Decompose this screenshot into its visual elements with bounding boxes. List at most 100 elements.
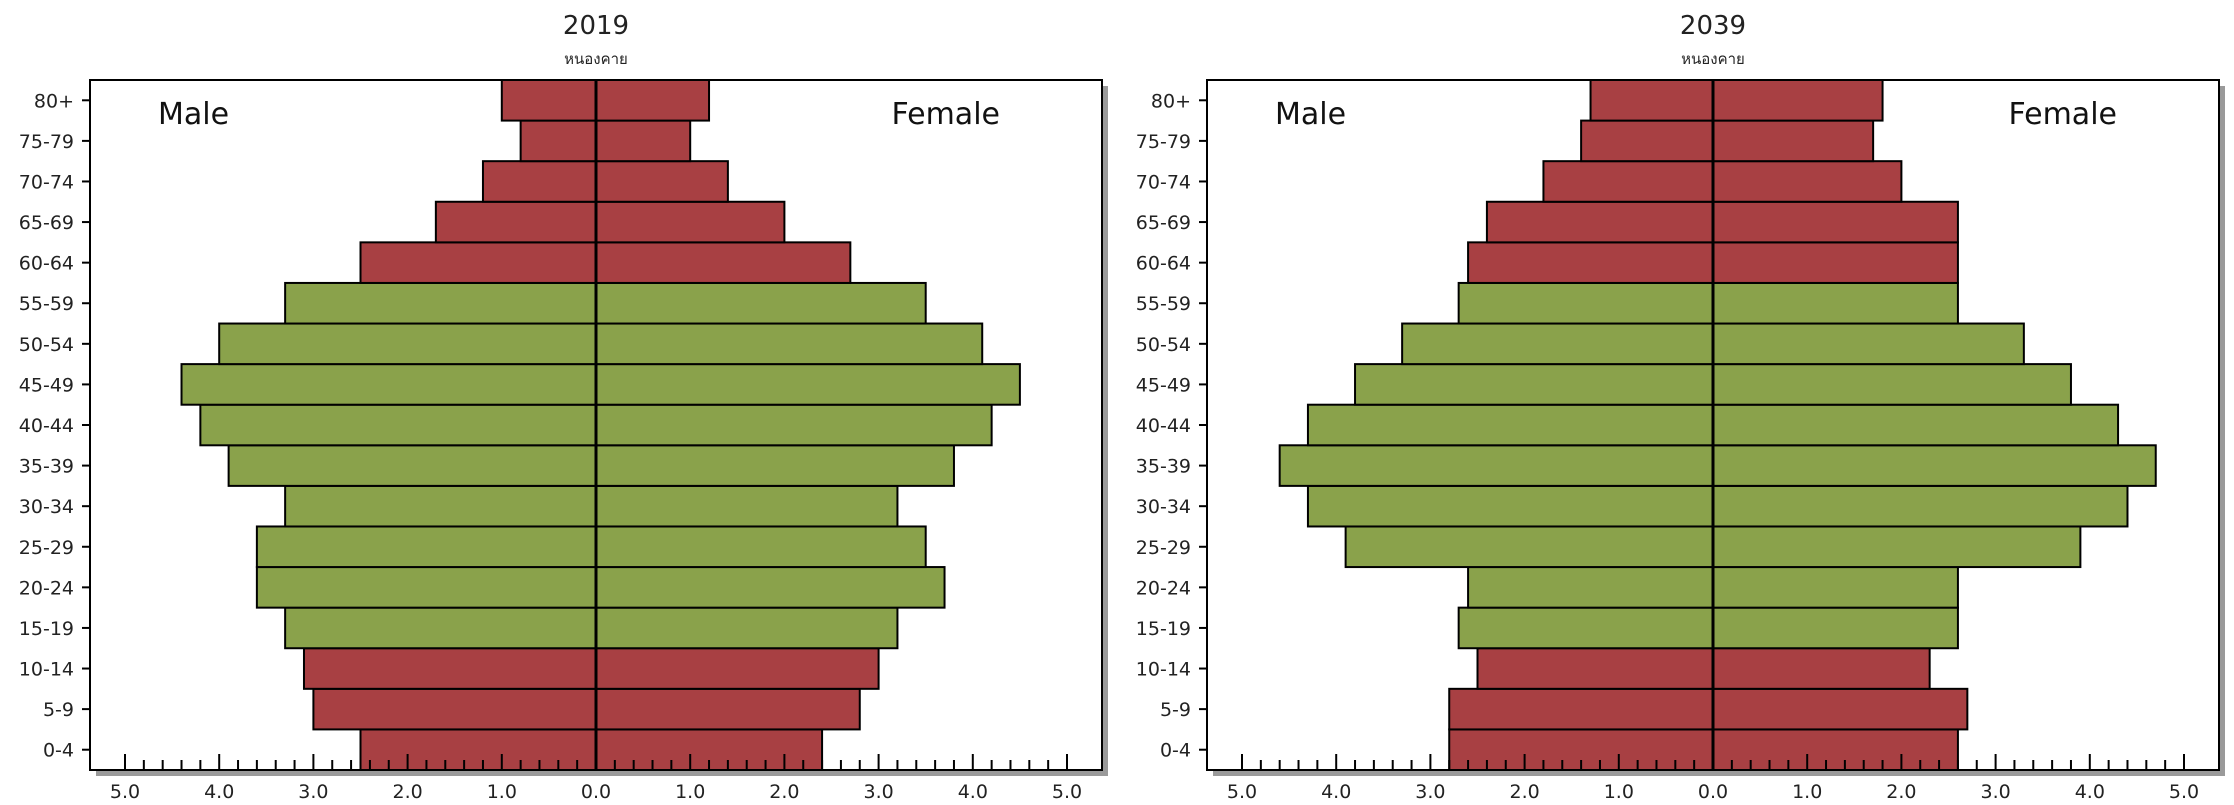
x-tick-label: 2.0 <box>1509 781 1539 803</box>
male-label: Male <box>1275 97 1346 132</box>
bar-male-65-69 <box>1485 200 1715 244</box>
y-tick-label: 80+ <box>1151 90 1191 112</box>
y-tick-label: 40-44 <box>19 415 74 437</box>
bar-female-40-44 <box>595 403 993 447</box>
y-tick-label: 10-14 <box>1136 659 1191 681</box>
x-tick-label: 1.0 <box>675 781 705 803</box>
chart-subtitle: หนองคาย <box>1681 50 1745 68</box>
y-tick-label: 30-34 <box>1136 496 1191 518</box>
bar-male-60-64 <box>1467 241 1714 284</box>
bar-female-55-59 <box>1712 281 1959 325</box>
bar-male-40-44 <box>199 403 598 447</box>
bar-male-15-19 <box>284 606 597 650</box>
y-tick-label: 55-59 <box>1136 293 1191 315</box>
bar-female-25-29 <box>595 525 927 569</box>
bar-female-50-54 <box>595 322 984 366</box>
chart-title: 2019 <box>563 11 629 41</box>
y-tick-label: 35-39 <box>1136 456 1191 478</box>
bar-female-5-9 <box>1712 687 1969 731</box>
x-tick-label: 0.0 <box>1698 781 1728 803</box>
x-tick-label: 2.0 <box>392 781 422 803</box>
bar-male-70-74 <box>481 160 597 203</box>
chart-subtitle: หนองคาย <box>564 50 628 68</box>
bar-male-5-9 <box>1448 687 1714 731</box>
x-tick-label: 3.0 <box>1415 781 1445 803</box>
bar-female-80+ <box>1712 79 1884 122</box>
x-tick-label: 2.0 <box>769 781 799 803</box>
female-label: Female <box>2009 97 2117 132</box>
y-tick-label: 20-24 <box>1136 577 1191 599</box>
bar-female-15-19 <box>1712 606 1959 650</box>
bar-male-25-29 <box>255 525 597 569</box>
y-tick-label: 65-69 <box>1136 212 1191 234</box>
x-tick-label: 4.0 <box>2075 781 2105 803</box>
y-tick-label: 70-74 <box>1136 171 1191 193</box>
y-tick-label: 25-29 <box>1136 537 1191 559</box>
bar-female-80+ <box>595 79 711 122</box>
female-label: Female <box>892 97 1000 132</box>
bar-female-5-9 <box>595 687 861 731</box>
y-tick-label: 0-4 <box>43 740 74 762</box>
y-tick-label: 10-14 <box>19 659 74 681</box>
y-tick-label: 35-39 <box>19 456 74 478</box>
bar-male-50-54 <box>218 322 597 366</box>
bar-female-20-24 <box>1712 566 1959 609</box>
x-tick-label: 1.0 <box>487 781 517 803</box>
x-tick-label: 0.0 <box>581 781 611 803</box>
y-tick-label: 45-49 <box>1136 374 1191 396</box>
x-tick-label: 5.0 <box>2169 781 2199 803</box>
y-tick-label: 55-59 <box>19 293 74 315</box>
y-tick-label: 0-4 <box>1160 740 1191 762</box>
x-tick-label: 4.0 <box>204 781 234 803</box>
bar-female-60-64 <box>595 241 852 284</box>
y-tick-label: 50-54 <box>19 334 74 356</box>
bar-female-35-39 <box>1712 444 2157 487</box>
y-tick-label: 15-19 <box>1136 618 1191 640</box>
bar-male-25-29 <box>1344 525 1714 569</box>
bar-male-45-49 <box>1354 363 1714 406</box>
bar-male-30-34 <box>284 484 597 528</box>
bar-female-65-69 <box>1712 200 1959 244</box>
bar-female-10-14 <box>595 647 880 690</box>
bar-male-60-64 <box>359 241 597 284</box>
bar-male-80+ <box>500 79 597 122</box>
bar-female-20-24 <box>595 566 946 609</box>
bar-male-0-4 <box>359 728 597 771</box>
bar-female-70-74 <box>595 160 729 203</box>
x-tick-label: 5.0 <box>1227 781 1257 803</box>
y-tick-label: 20-24 <box>19 577 74 599</box>
bar-male-20-24 <box>255 566 597 609</box>
bar-female-40-44 <box>1712 403 2120 447</box>
bar-female-25-29 <box>1712 525 2082 569</box>
x-tick-label: 3.0 <box>863 781 893 803</box>
bar-female-75-79 <box>1712 119 1875 163</box>
chart-title: 2039 <box>1680 11 1746 41</box>
bar-female-70-74 <box>1712 160 1903 203</box>
y-tick-label: 50-54 <box>1136 334 1191 356</box>
bar-male-10-14 <box>302 647 597 690</box>
bar-female-75-79 <box>595 119 692 163</box>
bar-male-50-54 <box>1401 322 1714 366</box>
bar-male-15-19 <box>1457 606 1714 650</box>
x-tick-label: 1.0 <box>1792 781 1822 803</box>
pyramid-svg-2019: 2019 หนองคาย Male Female 0-4 5-9 10-14 15-19 20-… <box>19 11 1108 803</box>
bar-male-5-9 <box>312 687 597 731</box>
bar-male-55-59 <box>284 281 597 325</box>
bar-male-10-14 <box>1476 647 1714 690</box>
y-tick-label: 30-34 <box>19 496 74 518</box>
y-tick-label: 75-79 <box>19 131 74 153</box>
y-tick-label: 60-64 <box>19 253 74 275</box>
x-tick-label: 5.0 <box>1052 781 1082 803</box>
x-tick-label: 4.0 <box>958 781 988 803</box>
pyramid-svg-2039: 2039 หนองคาย Male Female 0-4 5-9 10-14 15-19 20-… <box>1136 11 2225 803</box>
y-tick-label: 5-9 <box>1160 699 1191 721</box>
bar-female-30-34 <box>595 484 899 528</box>
bar-female-55-59 <box>595 281 927 325</box>
x-tick-label: 3.0 <box>1980 781 2010 803</box>
bar-male-20-24 <box>1467 566 1714 609</box>
bar-female-50-54 <box>1712 322 2025 366</box>
y-tick-label: 60-64 <box>1136 253 1191 275</box>
x-tick-label: 2.0 <box>1886 781 1916 803</box>
bar-male-40-44 <box>1306 403 1714 447</box>
bar-male-70-74 <box>1542 160 1714 203</box>
